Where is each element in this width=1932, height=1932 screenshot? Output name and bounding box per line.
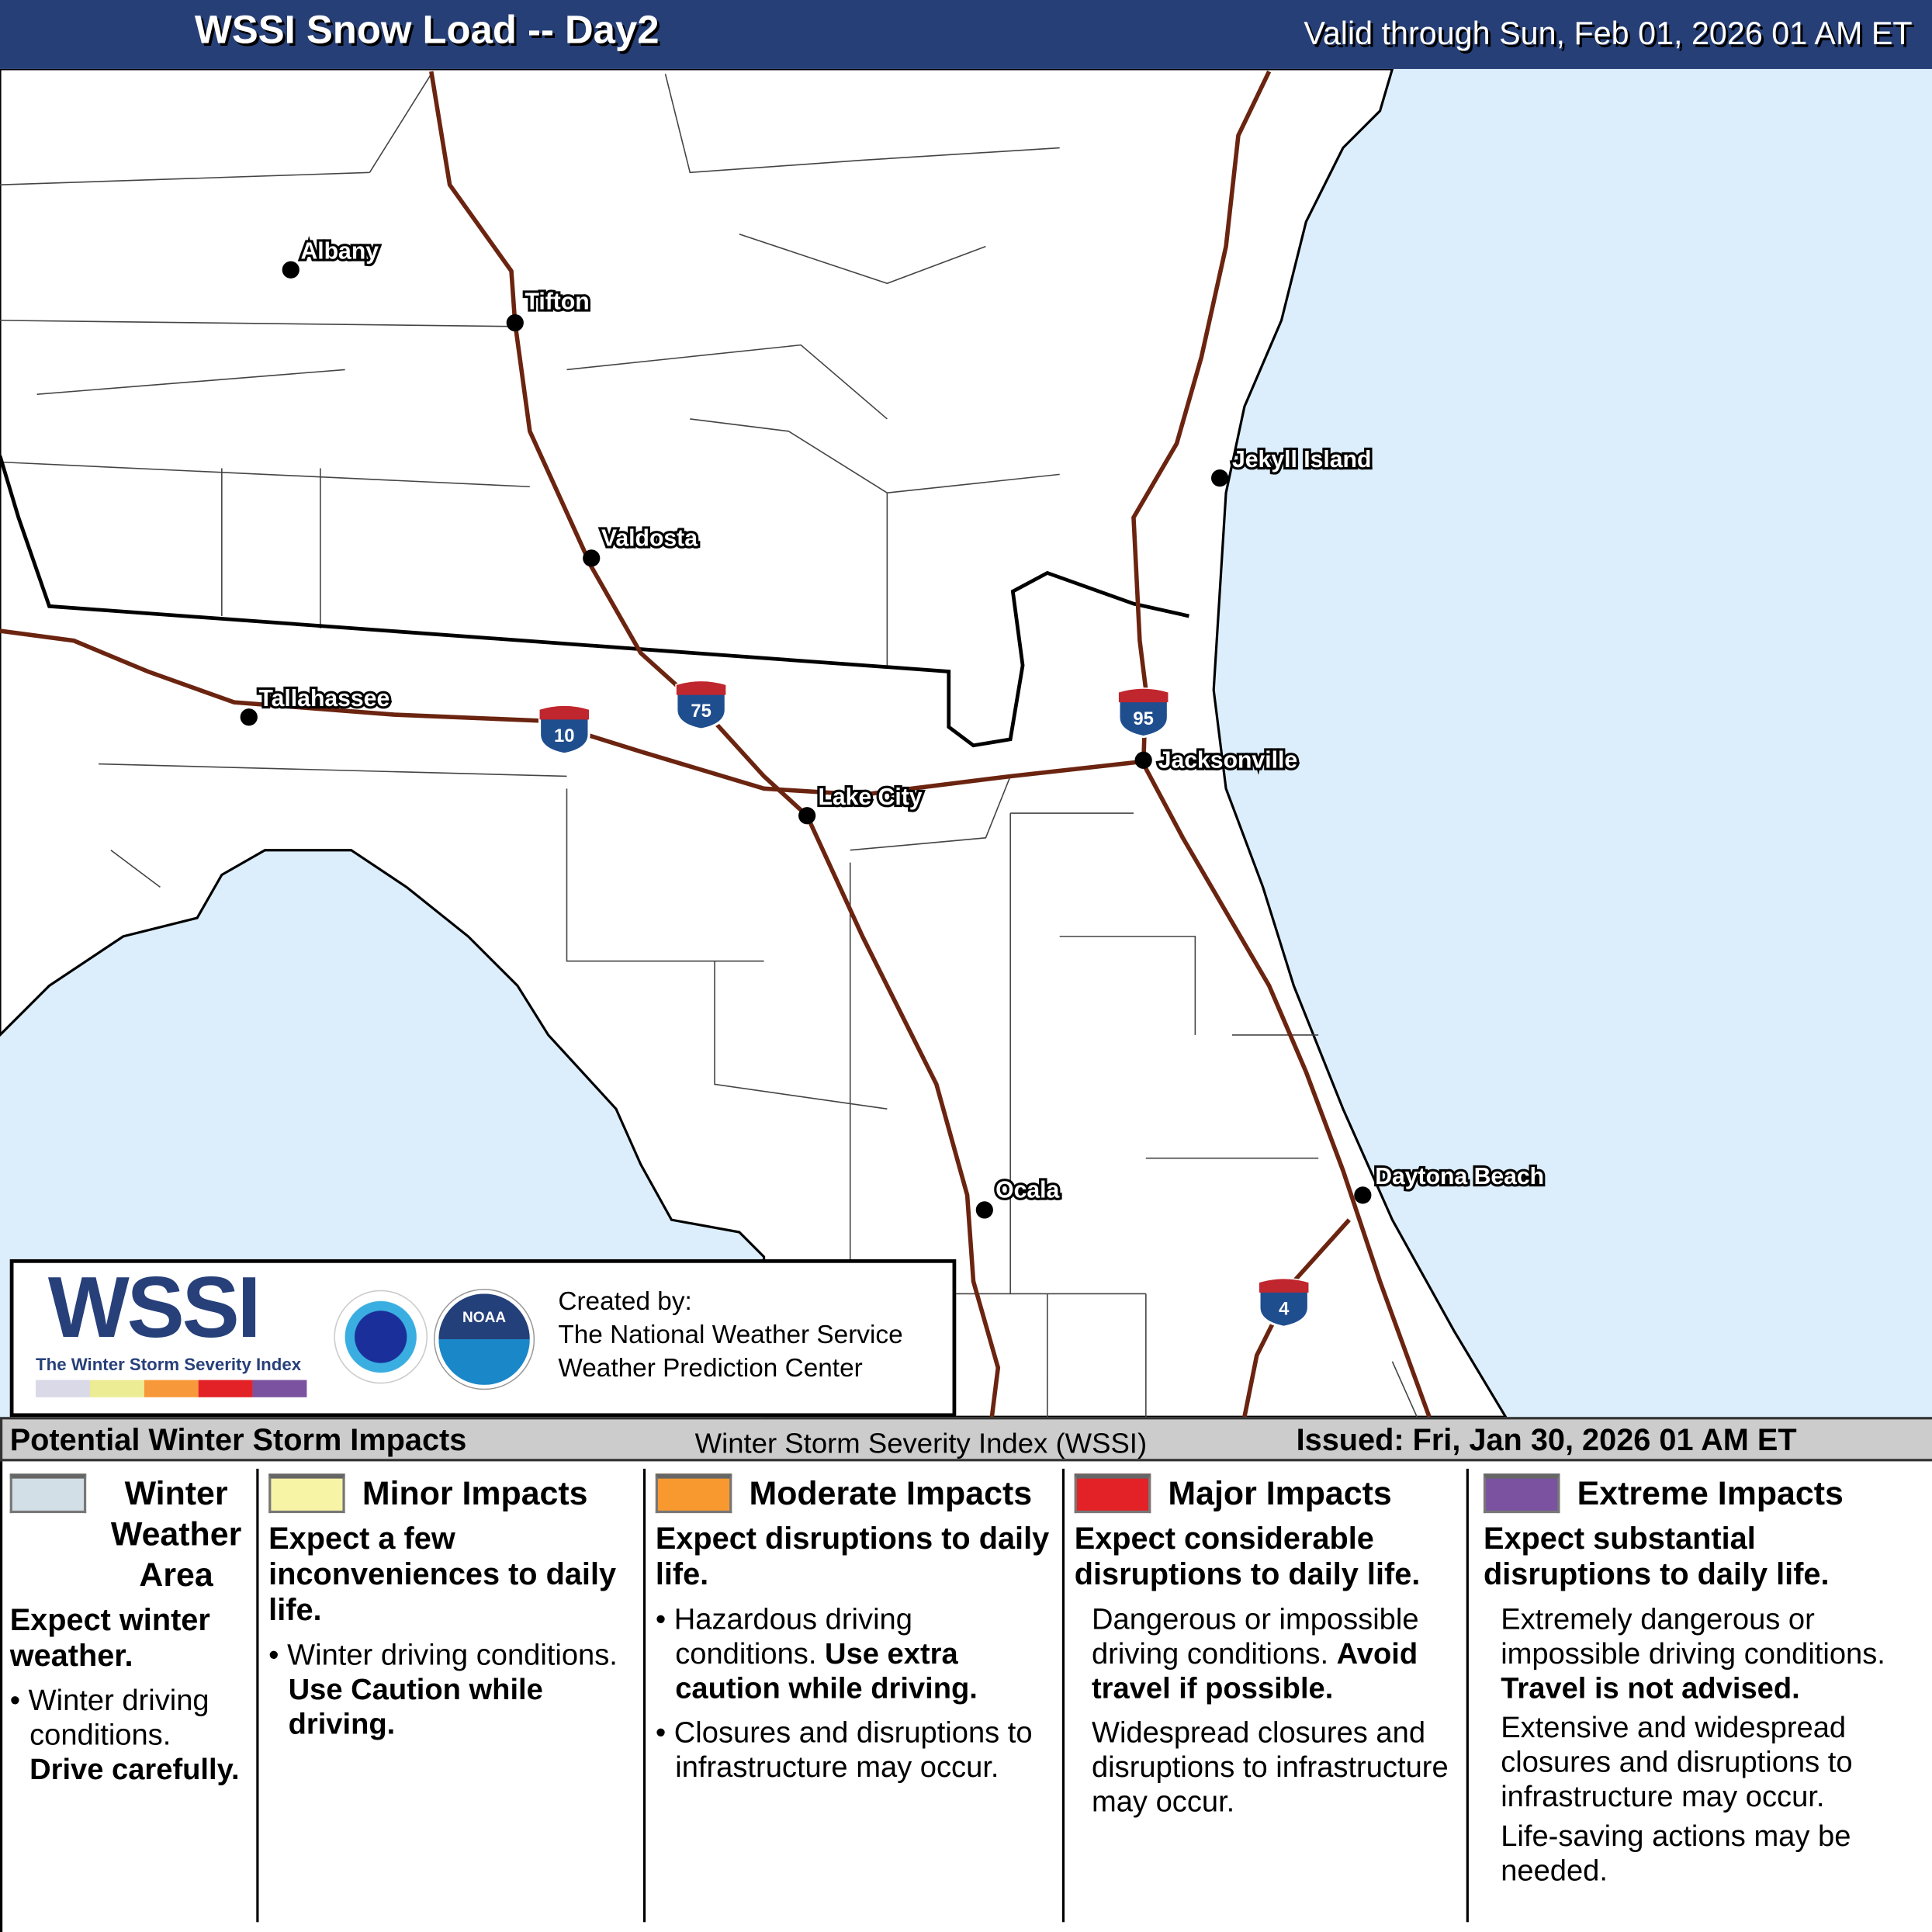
category-winter-weather-area: Winter Weather Area Expect winter weathe… [9,1473,242,1787]
nws-seal-icon [334,1290,428,1384]
category-major-impacts: Major Impacts Expect considerable disrup… [1074,1473,1449,1819]
page-title: WSSI Snow Load -- Day2 [194,7,660,52]
interstate-95-shield: 95 [1117,687,1170,739]
svg-text:Lake City: Lake City [818,784,922,810]
svg-text:10: 10 [554,725,575,746]
swatch-major [1074,1473,1151,1514]
city-jekyll-island: Jekyll Island [1211,445,1374,487]
impact-legend: Winter Weather Area Expect winter weathe… [0,1461,1932,1932]
svg-text:Tallahassee: Tallahassee [258,686,390,712]
state-line-georgia-florida [0,455,1189,748]
county-lines [0,73,1418,1418]
valid-time: Valid through Sun, Feb 01, 2026 01 AM ET [1304,15,1913,52]
interstate-75-shield: 75 [675,680,727,731]
svg-text:4: 4 [1279,1298,1290,1319]
svg-text:Jacksonville: Jacksonville [1158,747,1297,773]
svg-text:Albany: Albany [300,238,379,264]
svg-text:75: 75 [691,701,711,722]
swatch-minor [268,1473,345,1514]
city-ocala: Ocala [975,1175,1062,1219]
issued-time: Issued: Fri, Jan 30, 2026 01 AM ET [1296,1423,1797,1458]
city-lake-city: Lake City [798,782,925,825]
i75-route [429,71,1001,1418]
svg-text:Daytona Beach: Daytona Beach [1375,1164,1544,1189]
wssi-logo: WSSI [47,1259,261,1356]
noaa-seal-icon: NOAA [435,1290,534,1389]
city-valdosta: Valdosta [583,523,700,567]
svg-text:Valdosta: Valdosta [601,525,698,551]
svg-text:Jekyll Island: Jekyll Island [1232,447,1371,473]
wssi-subtitle: The Winter Storm Severity Index [36,1354,302,1374]
logo-box: WSSI The Winter Storm Severity Index NOA… [9,1259,957,1418]
city-albany: Albany [282,236,381,279]
interstate-10-shield: 10 [538,705,590,756]
interstate-4-shield: 4 [1258,1277,1311,1328]
city-tallahassee: Tallahassee [240,684,392,726]
city-tifton: Tifton [506,286,592,332]
legend-title: Potential Winter Storm Impacts [9,1423,467,1458]
swatch-winter-weather [9,1473,87,1514]
svg-text:95: 95 [1133,708,1154,729]
city-jacksonville: Jacksonville [1134,745,1300,776]
city-daytona-beach: Daytona Beach [1354,1162,1546,1204]
swatch-moderate [655,1473,732,1514]
category-extreme-impacts: Extreme Impacts Expect substantial disru… [1483,1473,1885,1888]
svg-text:Ocala: Ocala [995,1178,1059,1203]
legend-bar: Potential Winter Storm Impacts Winter St… [0,1417,1932,1462]
svg-text:Tifton: Tifton [525,289,589,315]
category-moderate-impacts: Moderate Impacts Expect disruptions to d… [655,1473,1050,1785]
map[interactable]: Albany Tifton Valdosta Tallahassee Lake … [0,68,1932,1420]
category-minor-impacts: Minor Impacts Expect a few inconvenience… [268,1473,618,1741]
credits: Created by: The National Weather Service W… [558,1287,903,1383]
swatch-extreme [1483,1473,1560,1514]
header: WSSI Snow Load -- Day2 Valid through Sun… [0,0,1932,69]
legend-index-name: Winter Storm Severity Index (WSSI) [694,1426,1148,1459]
wssi-color-scale [36,1380,307,1397]
